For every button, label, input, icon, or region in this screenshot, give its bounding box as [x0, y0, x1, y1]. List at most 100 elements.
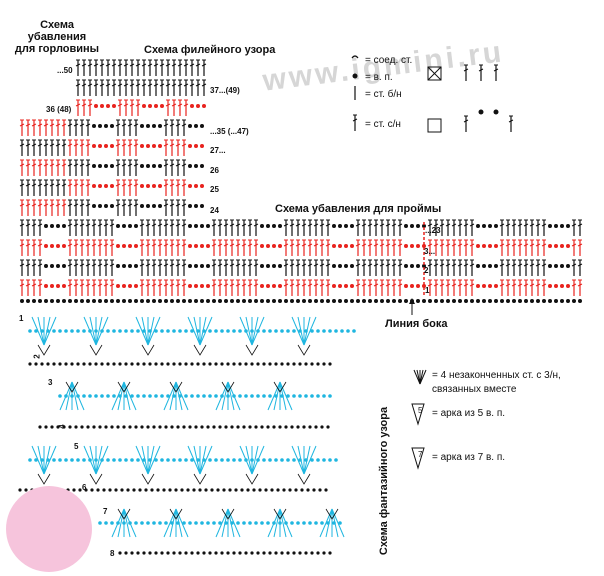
stitch-dc-cross	[529, 263, 535, 267]
chain-dot	[446, 299, 450, 303]
stitch-dc-cross	[73, 263, 79, 267]
chain-dot	[280, 551, 284, 555]
stitch-dc-cross	[367, 223, 373, 227]
chain-dot	[404, 299, 408, 303]
stitch-dc-cross	[87, 83, 93, 87]
fan-stitch	[37, 316, 45, 346]
fancy-row-4: 4	[57, 424, 67, 429]
chain-dot	[52, 458, 56, 462]
chain-dot	[206, 224, 210, 228]
chain-dot	[206, 425, 210, 429]
chain-dot	[248, 521, 252, 525]
chain-dot	[170, 425, 174, 429]
chain-dot	[176, 425, 180, 429]
chain-dot	[340, 329, 344, 333]
stitch-dc-cross	[127, 203, 133, 207]
chain-dot	[154, 104, 158, 108]
fancy-row-3: 3	[48, 378, 53, 387]
stitch-dc-cross	[61, 143, 67, 147]
stitch-dc-cross	[73, 123, 79, 127]
chain-dot	[310, 458, 314, 462]
chain-dot	[92, 184, 96, 188]
stitch-dc-cross	[55, 203, 61, 207]
chain-dot	[238, 394, 242, 398]
stitch-dc-cross	[235, 223, 241, 227]
row-label-2: 2	[424, 266, 429, 275]
stitch-dc-cross	[145, 223, 151, 227]
chain-dot	[242, 521, 246, 525]
stitch-dc-cross	[195, 63, 201, 67]
stitch-dc-cross	[135, 103, 141, 107]
chain-dot	[188, 284, 192, 288]
chain-dot	[338, 299, 342, 303]
chain-dot	[158, 124, 162, 128]
chain-dot	[128, 425, 132, 429]
stitch-dc-cross	[505, 223, 511, 227]
chain-dot	[482, 244, 486, 248]
stitch-dc-cross	[289, 223, 295, 227]
chain-dot	[44, 299, 48, 303]
chain-dot	[286, 329, 290, 333]
stitch-dc-cross	[541, 263, 547, 267]
chain-dot	[428, 299, 432, 303]
fan-stitch	[141, 445, 149, 475]
stitch-dc-cross	[31, 223, 37, 227]
stitch-dc-cross	[457, 223, 463, 227]
fan-stitch	[65, 381, 73, 411]
stitch-dc-cross	[355, 223, 361, 227]
chain-dot	[476, 224, 480, 228]
stitch-dc-cross	[517, 283, 523, 287]
chain-dot	[160, 104, 164, 108]
chain-dot	[222, 488, 226, 492]
chain-dot	[292, 551, 296, 555]
stitch-dc-cross	[127, 123, 133, 127]
stitch-dc-cross	[79, 143, 85, 147]
stitch-dc-cross	[103, 263, 109, 267]
chain-dot	[56, 224, 60, 228]
chain-dot	[188, 264, 192, 268]
stitch-dc-cross	[93, 63, 99, 67]
arc-chain	[169, 508, 183, 520]
stitch-dc-cross	[55, 143, 61, 147]
stitch-dc-cross	[75, 103, 81, 107]
stitch-dc-cross	[37, 203, 43, 207]
chain-dot	[482, 264, 486, 268]
chain-dot	[332, 224, 336, 228]
stitch-dc-cross	[115, 163, 121, 167]
stitch-dc-cross	[295, 223, 301, 227]
row-label-24: 24	[210, 206, 219, 215]
stitch-dc-cross	[307, 223, 313, 227]
chain-dot	[52, 329, 56, 333]
chain-dot	[286, 458, 290, 462]
stitch-dc-cross	[123, 63, 129, 67]
arc-chain	[245, 473, 259, 485]
fan-stitch	[175, 508, 189, 538]
fan-stitch	[267, 381, 281, 411]
stitch-dc-cross	[73, 143, 79, 147]
stitch-dc-cross	[43, 203, 49, 207]
arc-chain	[193, 344, 207, 356]
stitch-dc-cross	[91, 263, 97, 267]
stitch-dc-cross	[523, 263, 529, 267]
chain-dot	[140, 425, 144, 429]
chain-dot	[292, 458, 296, 462]
chain-dot	[32, 299, 36, 303]
chain-dot	[328, 329, 332, 333]
chain-dot	[76, 458, 80, 462]
chain-dot	[188, 204, 192, 208]
chain-dot	[114, 488, 118, 492]
chain-dot	[296, 299, 300, 303]
chain-dot	[142, 394, 146, 398]
stitch-dc-cross	[49, 163, 55, 167]
stitch-dc-cross	[183, 83, 189, 87]
chain-dot	[218, 299, 222, 303]
fan-stitch	[163, 508, 177, 538]
chain-dot	[146, 164, 150, 168]
chain-dot	[188, 144, 192, 148]
chain-dot	[320, 425, 324, 429]
fan-stitch	[71, 381, 79, 411]
chain-dot	[542, 299, 546, 303]
chain-dot	[140, 521, 144, 525]
stitch-dc-cross	[169, 163, 175, 167]
chain-dot	[178, 362, 182, 366]
